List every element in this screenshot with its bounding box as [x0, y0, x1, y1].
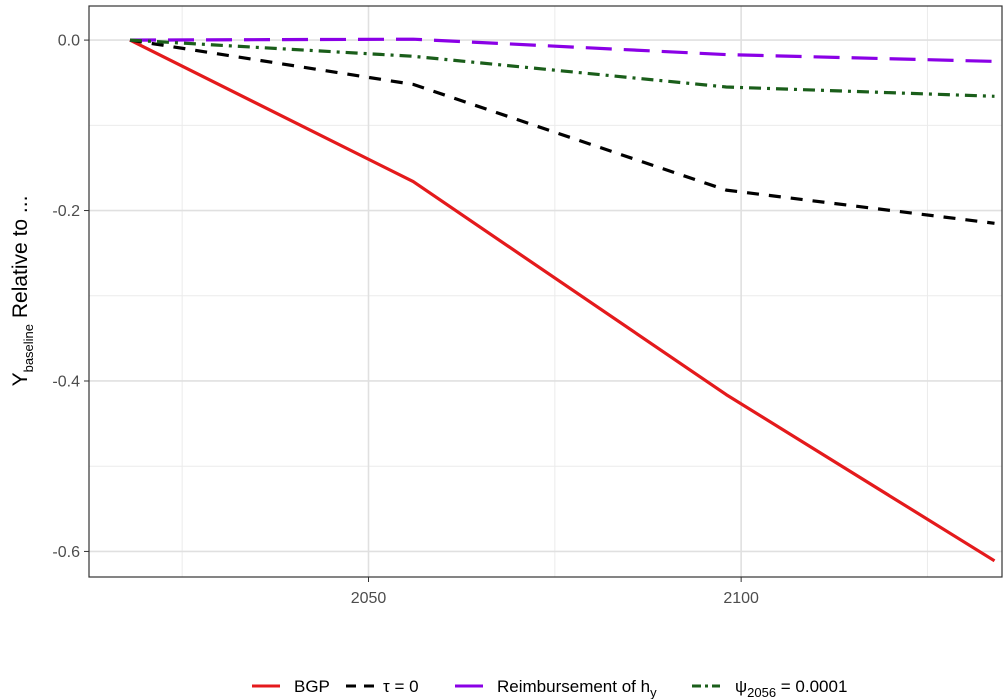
x-tick-label: 2050: [351, 590, 387, 607]
legend-label-tau: τ = 0: [383, 677, 419, 696]
plot-panel-border: [88, 5, 1003, 578]
y-tick-label: -0.2: [52, 203, 80, 220]
legend-label-reimbursement: Reimbursement of hy: [497, 677, 657, 699]
y-axis-ticks: 0.0 -0.2 -0.4 -0.6: [52, 33, 89, 561]
legend-label-bgp: BGP: [294, 677, 330, 696]
y-axis-title-rest: Relative to ...: [9, 196, 32, 324]
legend-label-psi: ψ2056 = 0.0001: [735, 677, 847, 699]
series-line-bgp: [129, 38, 996, 563]
y-axis-title-subscript: baseline: [21, 324, 36, 372]
y-axis-title-main: Y: [9, 372, 32, 386]
series-line-tau: [129, 38, 995, 225]
x-axis-ticks: 2050 2100: [351, 577, 759, 607]
series-line-reimb: [129, 37, 995, 63]
legend: BGP τ = 0 Reimbursement of hy ψ2056 = 0.…: [252, 677, 847, 699]
series-lines: [129, 37, 996, 563]
series-line-psi: [129, 38, 995, 98]
y-axis-title: Ybaseline Relative to ...: [9, 196, 36, 387]
grid: [89, 6, 1002, 577]
y-tick-label: 0.0: [58, 33, 80, 50]
y-tick-label: -0.6: [52, 544, 80, 561]
y-tick-label: -0.4: [52, 373, 80, 390]
x-tick-label: 2100: [723, 590, 759, 607]
